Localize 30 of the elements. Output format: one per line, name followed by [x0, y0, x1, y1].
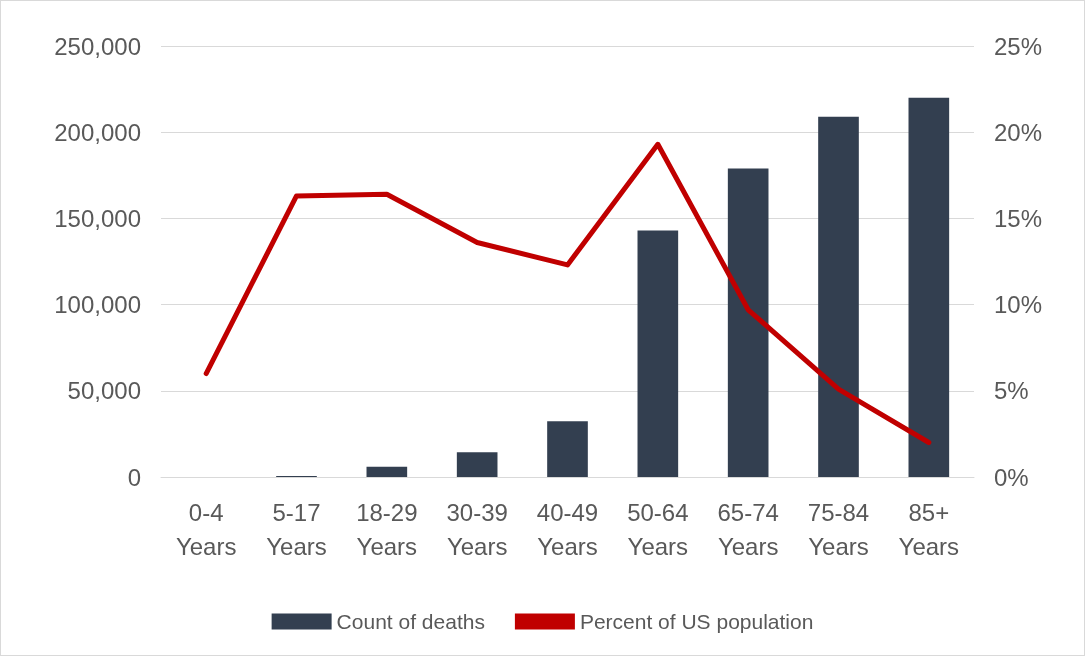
- bar: [818, 116, 859, 477]
- bar: [637, 230, 679, 477]
- x-tick-label: 85+ Years: [898, 498, 960, 560]
- y2-tick-label: 10%: [994, 291, 1043, 319]
- y-tick-label: 250,000: [54, 32, 141, 60]
- x-tick-label: 75-84 Years: [807, 498, 870, 560]
- x-tick-label: 0-4 Years: [175, 498, 237, 560]
- y2-tick-label: 5%: [994, 377, 1029, 405]
- x-tick-label: 18-29 Years: [356, 498, 418, 560]
- y-tick-label: 50,000: [67, 377, 141, 405]
- bar: [547, 421, 588, 477]
- bar: [456, 452, 498, 477]
- y2-tick-label: 25%: [994, 32, 1043, 60]
- bar: [727, 168, 769, 477]
- y2-tick-label: 20%: [994, 118, 1043, 146]
- y2-tick-label: 0%: [994, 463, 1029, 491]
- y2-tick-label: 15%: [994, 204, 1043, 232]
- legend-label: Count of deaths: [336, 610, 485, 633]
- y-tick-label: 100,000: [54, 291, 141, 319]
- legend-label: Percent of US population: [579, 610, 814, 633]
- y-tick-label: 0: [127, 463, 141, 491]
- x-tick-label: 30-39 Years: [446, 498, 508, 560]
- x-tick-label: 5-17 Years: [266, 498, 327, 560]
- y-tick-label: 200,000: [54, 118, 141, 146]
- x-tick-label: 40-49 Years: [536, 498, 599, 560]
- x-tick-label: 50-64 Years: [627, 498, 689, 560]
- y-tick-label: 150,000: [54, 204, 141, 232]
- bar: [908, 97, 950, 477]
- x-tick-label: 65-74 Years: [717, 498, 779, 560]
- bar: [366, 466, 408, 477]
